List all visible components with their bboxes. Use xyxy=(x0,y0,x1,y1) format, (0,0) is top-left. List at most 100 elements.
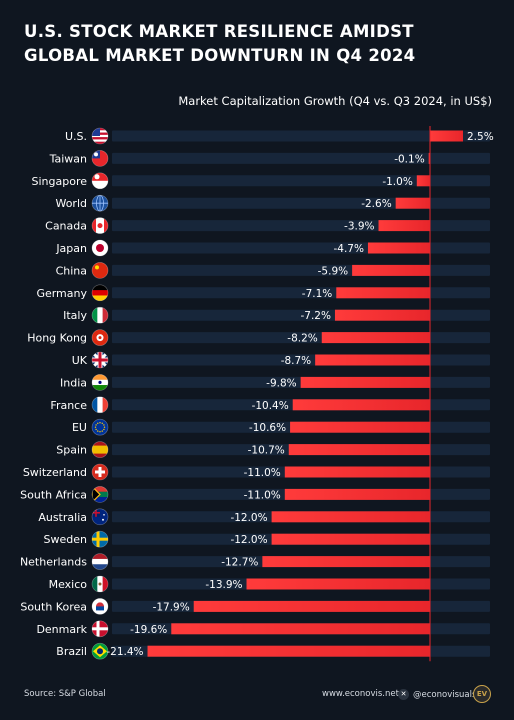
germany-flag-icon-ring xyxy=(91,284,109,302)
switzerland-flag-icon xyxy=(92,464,108,480)
category-label: Mexico xyxy=(49,578,88,591)
x-logo-icon: ✕ xyxy=(398,689,409,700)
uk-flag-icon-ring xyxy=(91,351,109,369)
bar xyxy=(193,600,430,612)
taiwan-flag-icon xyxy=(92,150,108,167)
netherlands-flag-icon-ring xyxy=(91,553,109,570)
bar xyxy=(416,175,430,187)
brand-logo: EV xyxy=(473,685,491,703)
bar-track xyxy=(112,242,490,254)
globe-icon xyxy=(92,195,108,212)
bar xyxy=(336,287,430,299)
category-label: Switzerland xyxy=(23,466,87,479)
category-label: Spain xyxy=(56,444,87,457)
hong-kong-flag-icon xyxy=(92,329,108,346)
data-label: -10.6% xyxy=(249,422,286,434)
data-label: -11.0% xyxy=(244,489,281,501)
bar xyxy=(271,533,430,545)
brazil-flag-icon xyxy=(92,643,108,660)
bar xyxy=(334,309,430,321)
bar xyxy=(430,130,463,142)
eu-flag-icon xyxy=(92,419,108,436)
data-label: -0.1% xyxy=(394,153,424,165)
hong-kong-flag-icon-ring xyxy=(91,329,109,346)
bar xyxy=(290,421,430,433)
germany-flag-icon xyxy=(92,284,108,301)
sweden-flag-icon xyxy=(92,531,108,548)
bar xyxy=(292,399,430,411)
chart-subtitle: Market Capitalization Growth (Q4 vs. Q3 … xyxy=(178,94,492,108)
netherlands-flag-icon xyxy=(92,553,108,570)
category-label: Singapore xyxy=(32,175,88,188)
category-label: EU xyxy=(72,421,87,434)
bar xyxy=(171,623,430,635)
mexico-flag-icon xyxy=(92,576,108,592)
category-label: Italy xyxy=(63,309,87,322)
south-africa-flag-icon-ring xyxy=(91,486,109,503)
category-label: India xyxy=(60,376,87,389)
japan-flag-icon xyxy=(92,240,108,256)
india-flag-icon-ring xyxy=(91,374,109,391)
spain-flag-icon xyxy=(92,441,108,458)
sweden-flag-icon-ring xyxy=(91,530,109,548)
data-label: -17.9% xyxy=(153,601,190,613)
category-label: Germany xyxy=(36,287,87,300)
us-flag-icon-ring xyxy=(91,127,109,145)
category-label: U.S. xyxy=(65,130,87,143)
data-label: -12.0% xyxy=(230,512,267,524)
italy-flag-icon xyxy=(92,307,108,324)
category-label: Brazil xyxy=(56,645,87,658)
bar xyxy=(315,354,430,366)
china-flag-icon-ring xyxy=(91,262,109,279)
data-label: -10.7% xyxy=(248,445,285,457)
bar-track xyxy=(112,130,490,142)
bar xyxy=(395,197,430,209)
category-label: Sweden xyxy=(44,533,87,546)
data-label: -4.7% xyxy=(333,243,363,255)
data-label: -9.8% xyxy=(266,377,296,389)
bar xyxy=(147,645,430,657)
category-label: Hong Kong xyxy=(27,332,87,345)
data-label: -7.1% xyxy=(302,288,332,300)
category-label: South Africa xyxy=(20,488,87,501)
bar xyxy=(284,466,430,478)
south-korea-flag-icon-ring xyxy=(91,598,109,615)
bar xyxy=(352,264,430,276)
denmark-flag-icon-ring xyxy=(91,620,109,638)
bar xyxy=(271,511,430,523)
data-label: -19.6% xyxy=(130,624,167,636)
website-link[interactable]: www.econovis.net xyxy=(322,689,399,699)
category-label: Japan xyxy=(55,242,87,255)
category-label: France xyxy=(50,399,87,412)
uk-flag-icon xyxy=(92,352,108,368)
bar-track xyxy=(112,264,490,276)
mexico-flag-icon-ring xyxy=(91,575,109,593)
canada-flag-icon xyxy=(92,217,108,234)
canada-flag-icon-ring xyxy=(91,217,109,234)
singapore-flag-icon-ring xyxy=(91,172,109,190)
chart-title: U.S. STOCK MARKET RESILIENCE AMIDST GLOB… xyxy=(24,22,416,65)
bar xyxy=(367,242,430,254)
category-label: Denmark xyxy=(36,623,87,636)
bar xyxy=(262,556,430,568)
bar-track xyxy=(112,197,490,209)
india-flag-icon xyxy=(92,374,108,391)
australia-flag-icon-ring xyxy=(91,508,109,526)
category-label: Canada xyxy=(45,220,87,233)
category-label: Netherlands xyxy=(20,556,87,569)
data-label: 2.5% xyxy=(467,131,494,143)
south-korea-flag-icon xyxy=(92,598,108,615)
denmark-flag-icon xyxy=(92,620,108,637)
japan-flag-icon-ring xyxy=(91,239,109,257)
italy-flag-icon-ring xyxy=(91,306,109,324)
social-handle[interactable]: ✕ @econovisuals xyxy=(398,689,476,700)
taiwan-flag-icon-ring xyxy=(91,150,109,167)
france-flag-icon-ring xyxy=(91,396,109,414)
category-label: Australia xyxy=(38,511,87,524)
social-handle-text: @econovisuals xyxy=(413,689,477,700)
bar xyxy=(428,152,430,164)
source-note: Source: S&P Global xyxy=(24,689,106,699)
data-label: -12.7% xyxy=(221,557,258,569)
data-label: -10.4% xyxy=(252,400,289,412)
